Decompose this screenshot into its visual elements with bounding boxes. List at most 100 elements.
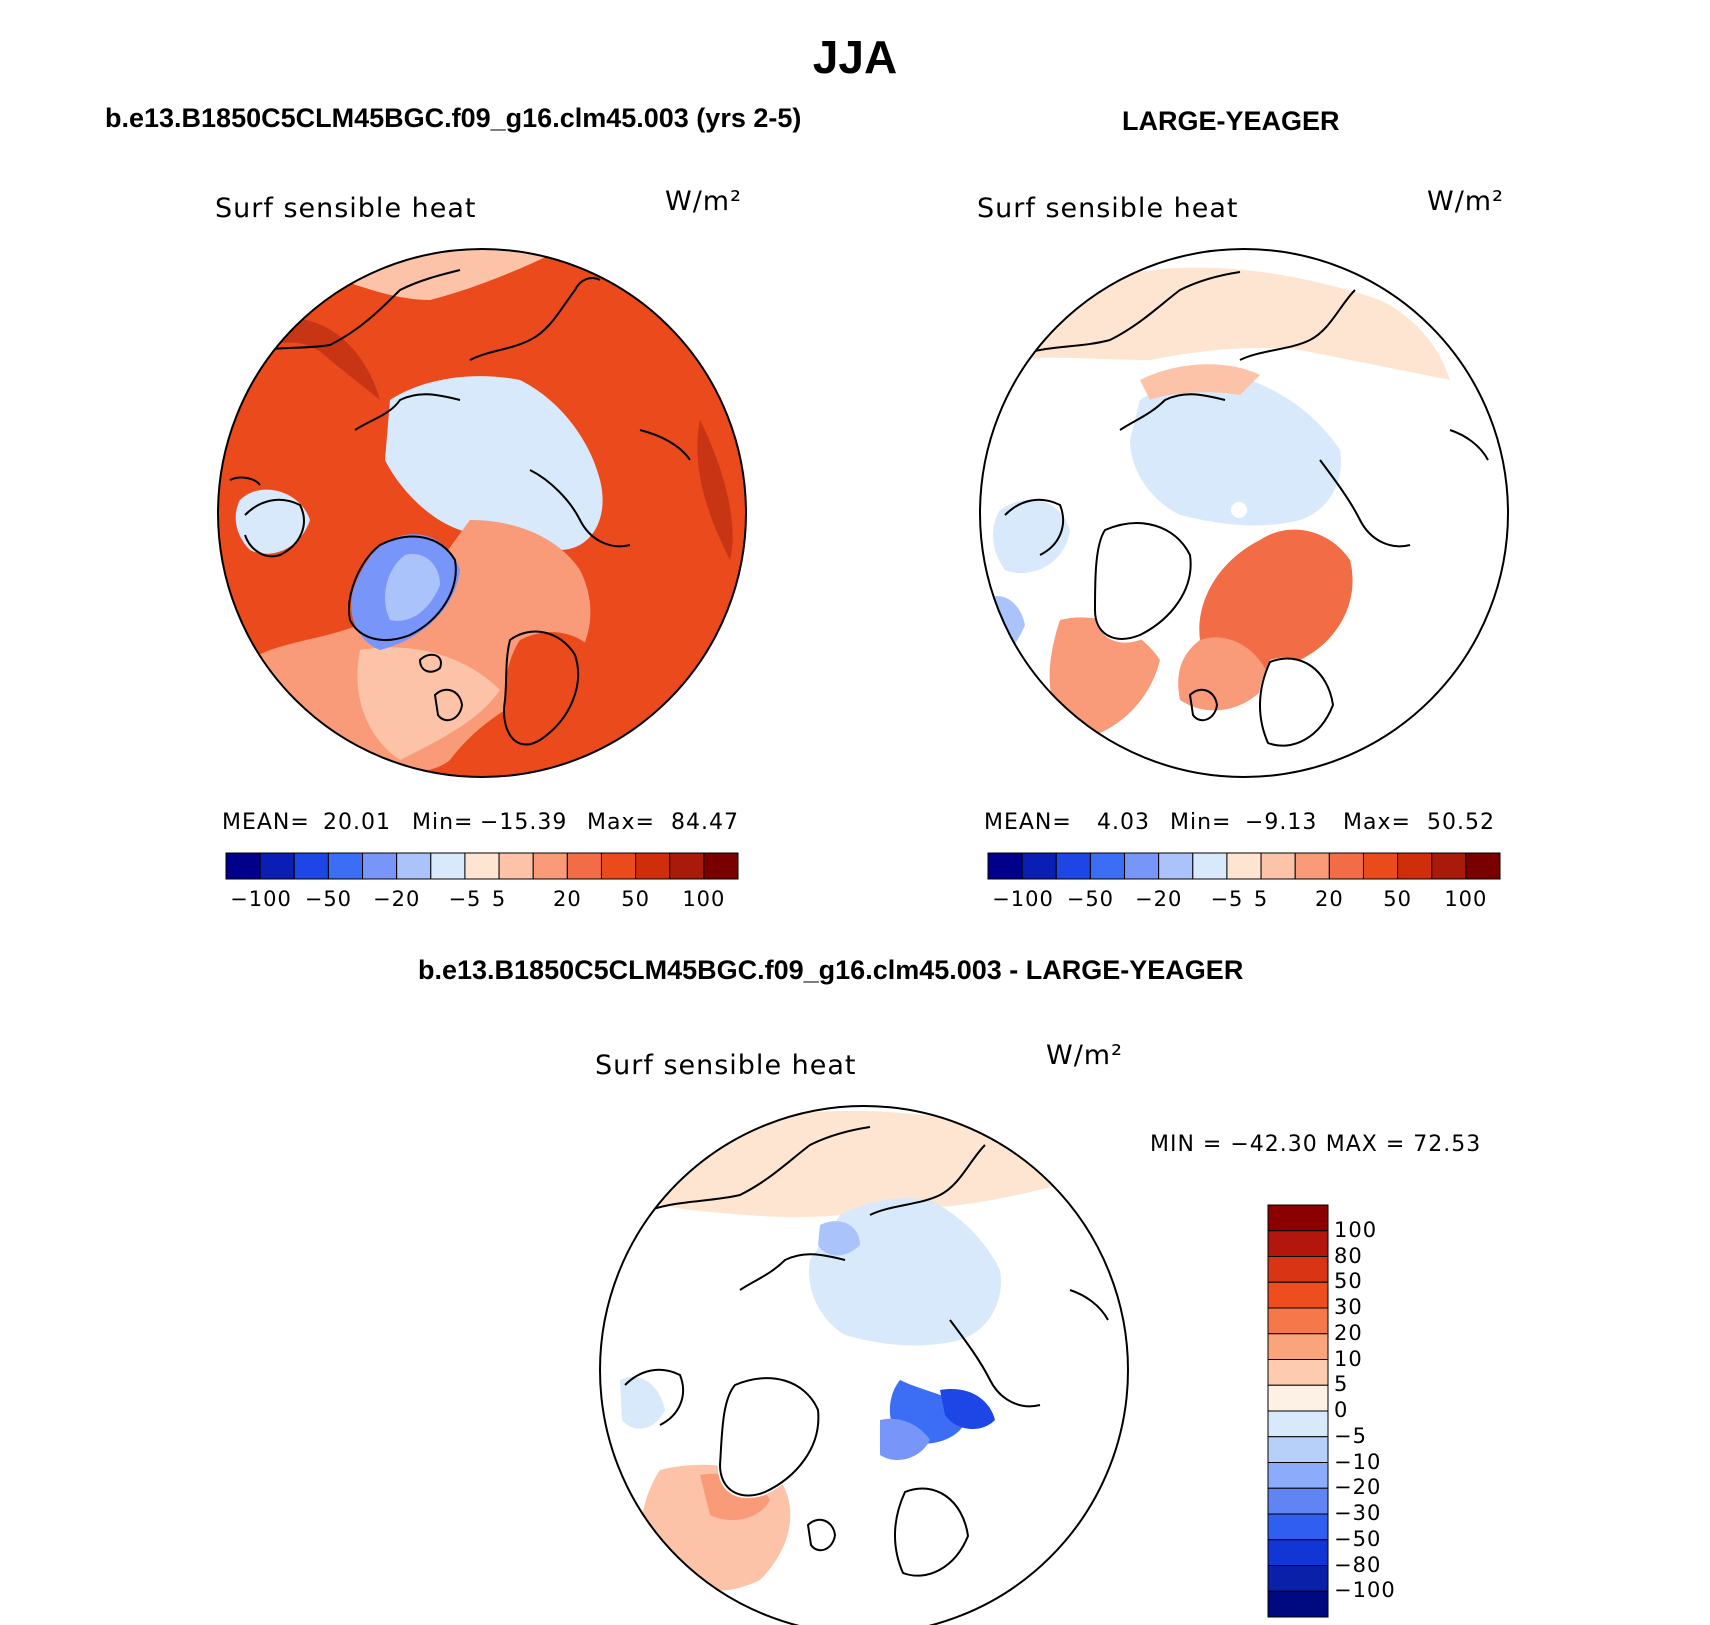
- map-1-hudson-bay: [235, 489, 310, 554]
- panel-2-variable: Surf sensible heat: [977, 193, 1239, 224]
- panel-3-units: W/m²: [1046, 1040, 1123, 1071]
- colorbar-swatch: [293, 852, 329, 880]
- colorbar-swatch: [1267, 1256, 1329, 1283]
- panel-1-case-title: b.e13.B1850C5CLM45BGC.f09_g16.clm45.003 …: [105, 103, 802, 133]
- map-1-greenland-edge: [385, 554, 440, 621]
- map-2-barents-kara: [1199, 529, 1353, 671]
- tick-label: 100: [1444, 887, 1488, 911]
- panel-3-variable: Surf sensible heat: [595, 1050, 857, 1081]
- colorbar-swatch: [362, 852, 398, 880]
- panel-3-case-title: b.e13.B1850C5CLM45BGC.f09_g16.clm45.003 …: [418, 955, 1244, 985]
- colorbar-swatch: [1260, 852, 1296, 880]
- map-2-arctic-ocean: [1130, 378, 1341, 526]
- colorbar-swatch: [600, 852, 637, 880]
- tick-label: 5: [1253, 887, 1269, 911]
- map-1-coastlines: [229, 269, 691, 746]
- map-3-barents-negative: [940, 1389, 995, 1430]
- colorbar-swatch: [1158, 852, 1194, 880]
- map-1-atlantic-sector: [250, 520, 591, 775]
- colorbar-swatch: [1267, 1333, 1329, 1360]
- colorbar-swatch: [1055, 852, 1091, 880]
- panel-1-min-value: −15.39: [480, 810, 568, 835]
- tick-label: −10: [1334, 1449, 1382, 1474]
- colorbar-swatch: [1431, 852, 1467, 880]
- colorbar-swatch: [1397, 852, 1433, 880]
- map-1-atlantic-sector: [357, 647, 500, 760]
- colorbar-swatch: [1267, 1384, 1329, 1412]
- colorbar-swatch: [1362, 852, 1399, 880]
- map-3-barents-negative: [880, 1418, 930, 1460]
- colorbar-swatch: [1267, 1513, 1329, 1541]
- map-2-greenland: [1094, 514, 1196, 643]
- colorbar-swatch: [498, 852, 534, 880]
- map-1-arctic-ocean: [385, 376, 603, 551]
- colorbar-swatch: [635, 852, 671, 880]
- colorbar-1: [225, 852, 739, 880]
- colorbar-swatch: [225, 852, 261, 880]
- colorbar-swatch: [532, 852, 568, 880]
- colorbar-swatch: [1267, 1307, 1329, 1335]
- map-2-eurasia-field: [990, 267, 1450, 380]
- colorbar-swatch: [1328, 852, 1364, 880]
- tick-label: −5: [1334, 1423, 1367, 1448]
- colorbar-swatch: [396, 852, 432, 880]
- tick-label: −50: [1066, 887, 1115, 911]
- map-panel-2: [980, 249, 1508, 777]
- tick-label: 100: [682, 887, 726, 911]
- colorbar-swatch: [1267, 1487, 1329, 1515]
- tick-label: 0: [1334, 1398, 1349, 1422]
- colorbar-swatch: [1267, 1539, 1329, 1566]
- tick-label: 50: [621, 887, 650, 911]
- map-2-scandinavia: [1258, 657, 1335, 749]
- colorbar-swatch: [566, 852, 602, 880]
- colorbar-swatch: [1267, 1410, 1329, 1438]
- map-2-atlantic-warm: [1049, 617, 1160, 740]
- tick-label: 5: [491, 887, 507, 911]
- map-1-border: [217, 248, 747, 778]
- panel-2-units: W/m²: [1427, 186, 1504, 217]
- colorbar-3: [1267, 1204, 1329, 1618]
- tick-label: −80: [1334, 1552, 1382, 1577]
- panel-2-mean-label: MEAN=: [984, 810, 1072, 835]
- panel-2-mean-value: 4.03: [1097, 810, 1150, 835]
- tick-label: 30: [1334, 1295, 1363, 1319]
- panel-1-variable: Surf sensible heat: [215, 193, 477, 224]
- tick-label: 100: [1334, 1217, 1378, 1242]
- tick-label: −5: [448, 887, 482, 911]
- tick-label: 20: [1334, 1320, 1363, 1345]
- map-1-dark-patch: [697, 420, 733, 560]
- colorbar-swatch: [464, 852, 500, 880]
- tick-label: 5: [1334, 1372, 1349, 1397]
- tick-label: −50: [1334, 1526, 1382, 1551]
- tick-label: 20: [552, 887, 582, 911]
- map-2-barents-kara: [1178, 637, 1270, 711]
- map-1-scandinavia: [505, 632, 610, 760]
- panel-1-max-value: 84.47: [671, 810, 739, 835]
- colorbar-swatch: [703, 852, 739, 880]
- tick-label: −50: [304, 887, 353, 911]
- colorbar-swatch: [1465, 852, 1501, 880]
- tick-label: −100: [992, 887, 1054, 911]
- tick-label: −20: [1134, 887, 1183, 911]
- map-3-border: [599, 1105, 1129, 1625]
- panel-1-mean-value: 20.01: [323, 810, 391, 835]
- map-3-greenland: [717, 1374, 821, 1499]
- tick-label: 50: [1383, 887, 1412, 911]
- colorbar-swatch: [1267, 1230, 1329, 1257]
- colorbar-swatch: [1267, 1204, 1329, 1232]
- panel-2-min-label: Min=: [1170, 810, 1232, 835]
- map-panel-1: [218, 249, 746, 777]
- map-2-pole-marker: [1231, 502, 1247, 518]
- tick-label: −20: [1334, 1475, 1382, 1500]
- colorbar-swatch: [1226, 852, 1262, 880]
- tick-label: −20: [372, 887, 421, 911]
- colorbar-swatch: [430, 852, 466, 880]
- panel-2-max-label: Max=: [1343, 810, 1411, 835]
- colorbar-swatch: [327, 852, 364, 880]
- colorbar-swatch: [259, 852, 295, 880]
- tick-label: −100: [230, 887, 292, 911]
- colorbar-swatch: [1192, 852, 1228, 880]
- panel-2-case-title: LARGE-YEAGER: [1122, 106, 1340, 136]
- tick-label: 50: [1334, 1269, 1363, 1294]
